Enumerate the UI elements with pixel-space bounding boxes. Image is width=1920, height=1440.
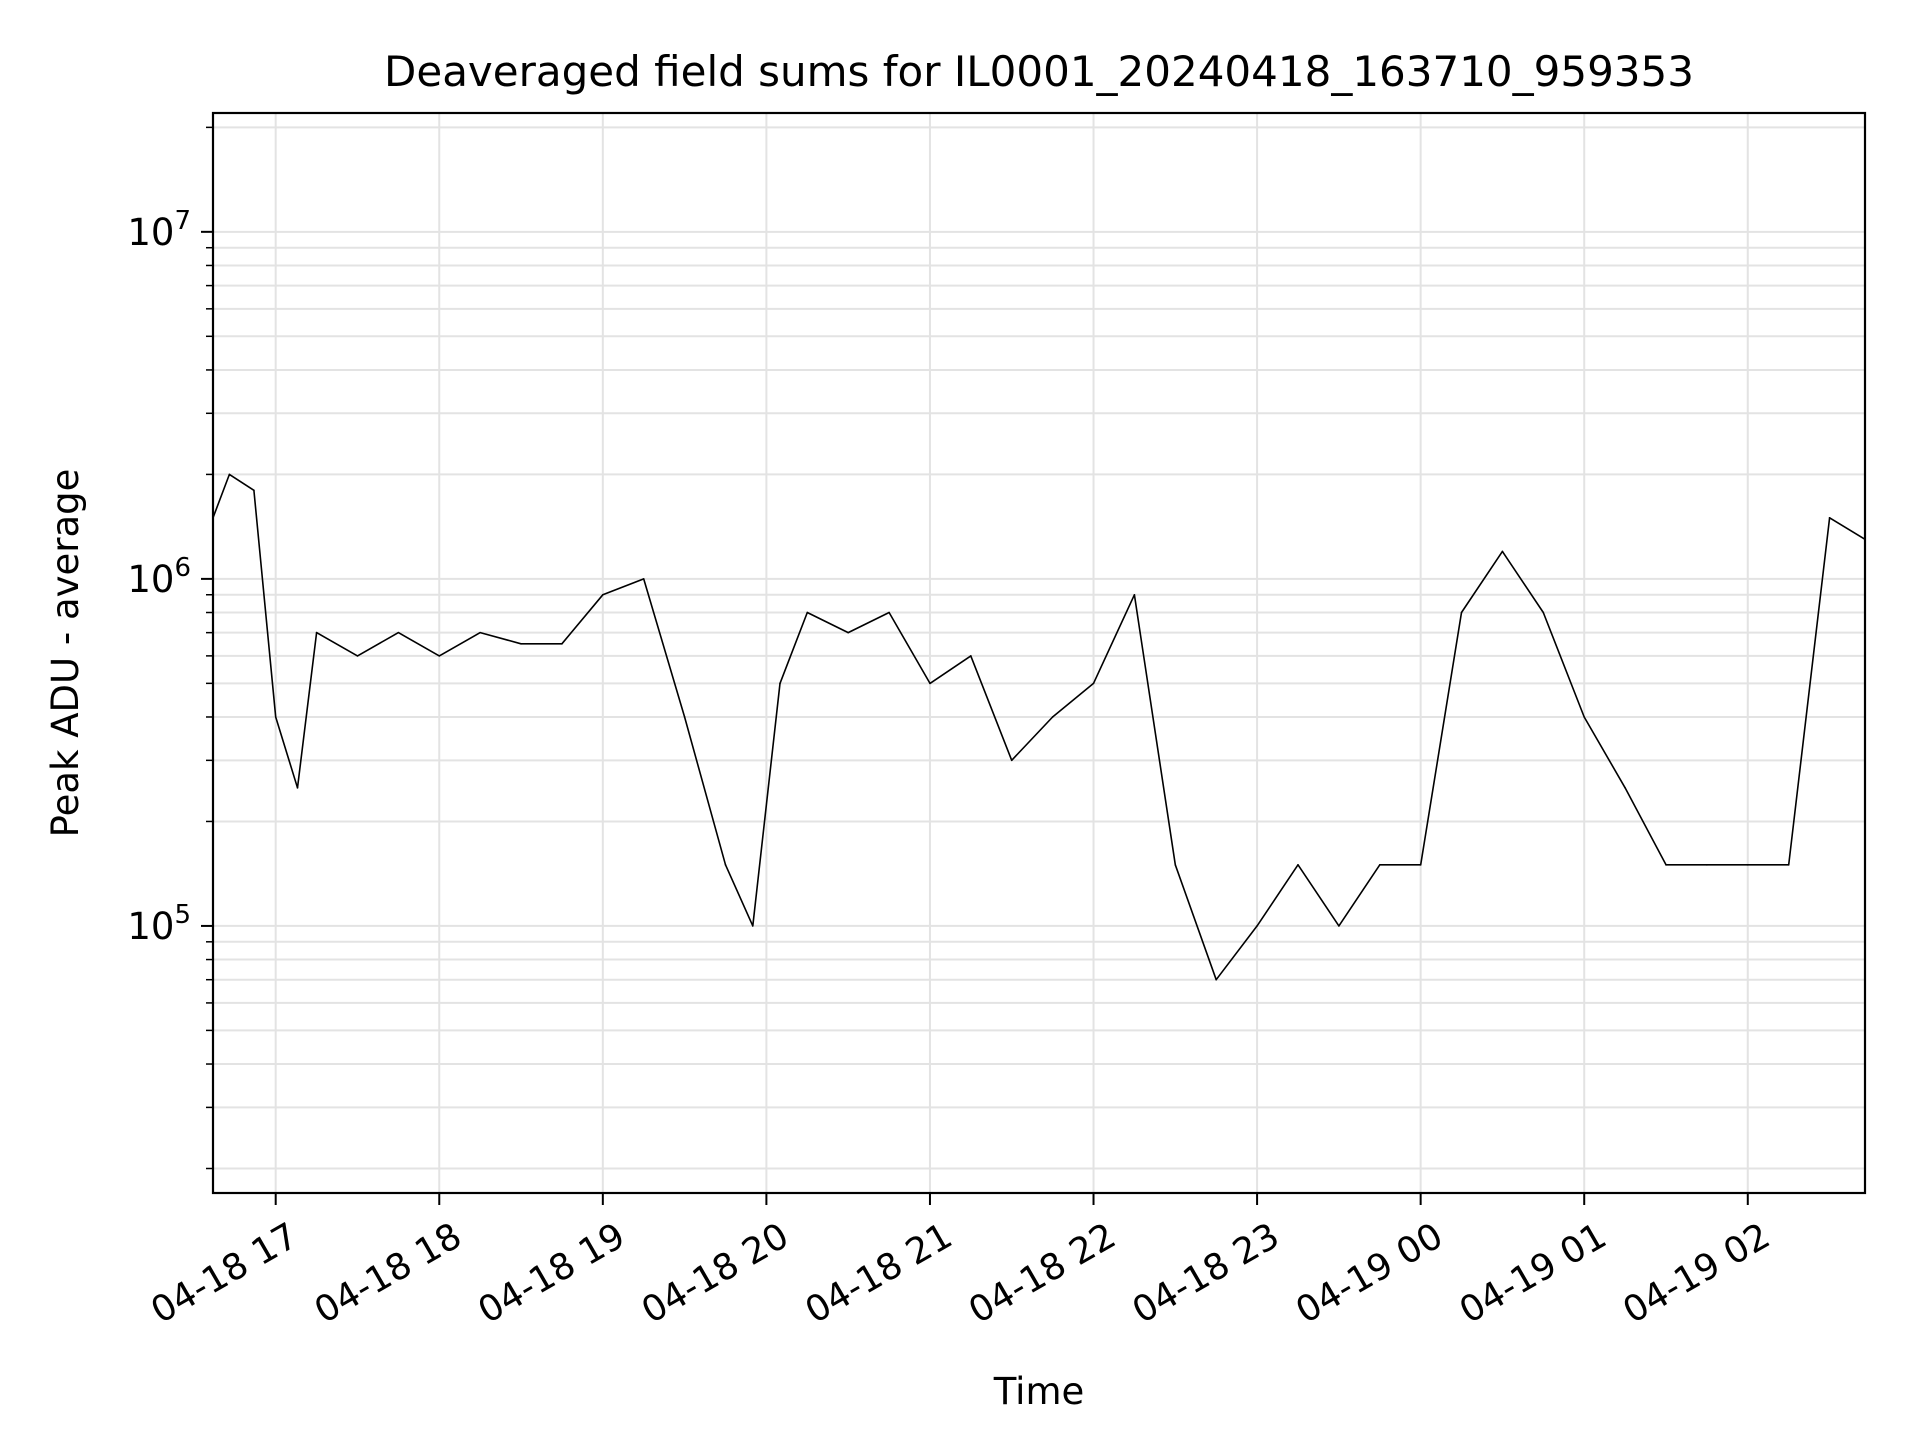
- data-point: [438, 655, 441, 657]
- x-axis-label: Time: [993, 1370, 1085, 1413]
- data-point: [479, 631, 481, 634]
- data-point: [779, 682, 781, 685]
- series-layer: [212, 473, 1866, 981]
- data-point: [642, 578, 645, 580]
- chart-title: Deaveraged field sums for IL0001_2024041…: [384, 47, 1694, 96]
- data-point: [929, 682, 931, 685]
- data-point: [888, 611, 890, 614]
- data-point: [724, 864, 727, 866]
- data-point: [1010, 759, 1013, 762]
- data-point: [274, 716, 277, 718]
- data-point: [356, 655, 359, 657]
- y-tick-label: 107: [127, 206, 191, 254]
- data-point: [1133, 593, 1136, 596]
- y-tick-label: 106: [127, 553, 191, 601]
- data-point: [561, 643, 563, 645]
- data-point: [1256, 925, 1258, 927]
- data-point: [1051, 716, 1054, 718]
- data-point: [1583, 716, 1586, 718]
- data-point: [970, 655, 972, 657]
- data-point: [602, 593, 604, 596]
- data-point: [1297, 864, 1299, 866]
- data-point: [1665, 864, 1667, 866]
- data-point: [1787, 864, 1790, 866]
- y-axis-label: Peak ADU - average: [44, 469, 87, 838]
- data-point: [397, 631, 400, 634]
- data-point: [296, 787, 299, 789]
- data-point: [1092, 682, 1095, 685]
- data-point: [1215, 978, 1217, 981]
- data-point: [806, 611, 809, 614]
- data-point: [1378, 864, 1381, 866]
- data-point: [1706, 864, 1708, 866]
- data-point: [1542, 611, 1545, 614]
- grid: [213, 113, 1865, 1193]
- data-point: [1174, 864, 1177, 866]
- data-point: [1501, 550, 1504, 553]
- y-tick-label: 105: [127, 900, 191, 948]
- data-point: [253, 489, 255, 492]
- data-point: [520, 643, 522, 645]
- data-point: [315, 631, 318, 634]
- data-point: [1338, 925, 1340, 927]
- data-point: [751, 925, 754, 927]
- data-point: [1419, 864, 1422, 866]
- data-point: [1624, 787, 1626, 789]
- plot-frame: [211, 111, 1867, 1195]
- data-point: [1746, 864, 1749, 866]
- data-point: [228, 473, 231, 476]
- data-point: [683, 716, 686, 718]
- data-point: [1460, 611, 1463, 614]
- data-point: [1828, 516, 1831, 519]
- data-point: [847, 631, 849, 634]
- y-axis: 105 106 107: [127, 126, 213, 1170]
